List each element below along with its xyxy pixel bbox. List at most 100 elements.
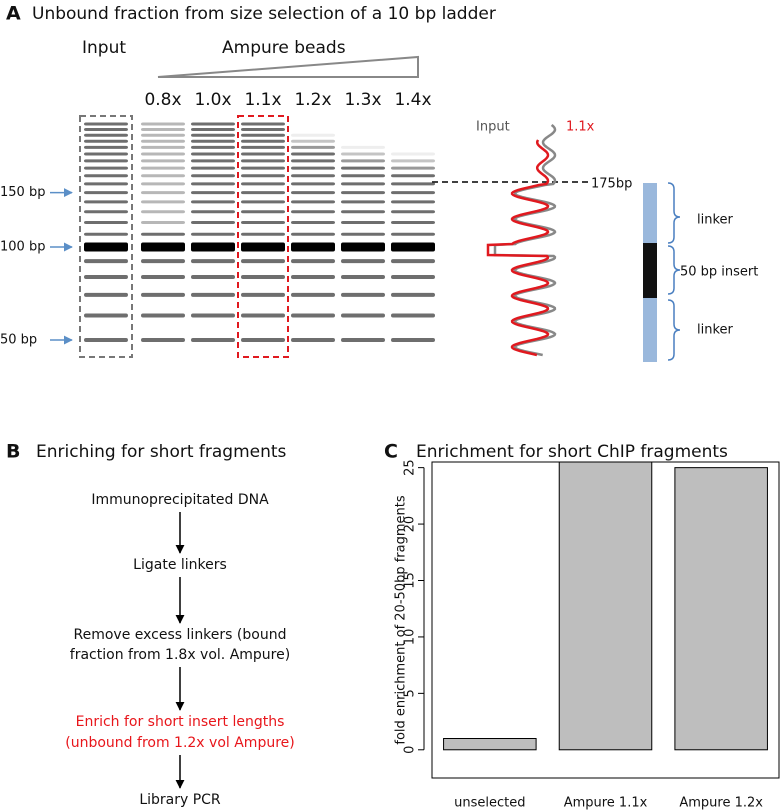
flow-step: fraction from 1.8x vol. Ampure) — [70, 647, 290, 663]
beads-label: Ampure beads — [222, 38, 346, 58]
gel-band — [291, 145, 335, 149]
gel-band — [84, 242, 128, 252]
gel-band — [341, 174, 385, 178]
gel-band — [191, 200, 235, 204]
panel-letter: C — [384, 441, 398, 463]
gel-band — [191, 145, 235, 149]
gel-band — [291, 166, 335, 170]
gel-band — [291, 182, 335, 186]
trace-label: Input — [476, 120, 510, 135]
gel-band — [84, 166, 128, 170]
gel-band — [141, 232, 185, 236]
gel-band — [141, 338, 185, 343]
gel-band — [241, 313, 285, 318]
gel-band — [341, 159, 385, 163]
gel-band — [241, 152, 285, 156]
gel-band — [141, 145, 185, 149]
gel-band — [241, 133, 285, 137]
gel-band — [84, 338, 128, 343]
gel-band — [84, 313, 128, 318]
input-box — [79, 115, 133, 358]
gel-band — [191, 210, 235, 214]
gel-band — [241, 128, 285, 132]
brace — [667, 299, 681, 361]
gel-band — [141, 122, 185, 126]
gel-band — [241, 182, 285, 186]
gel-band — [341, 274, 385, 279]
gel-band — [391, 166, 435, 170]
flow-step: Ligate linkers — [133, 557, 227, 573]
size-marker: 150 bp — [0, 185, 45, 200]
gel-band — [191, 242, 235, 252]
bar — [674, 467, 768, 751]
gel-band — [141, 242, 185, 252]
gel-band — [84, 259, 128, 264]
gel-band — [141, 152, 185, 156]
gel-band — [241, 122, 285, 126]
gel-band — [241, 159, 285, 163]
gel-band — [391, 338, 435, 343]
linker-segment — [643, 298, 657, 362]
gel-band — [191, 232, 235, 236]
gel-band — [291, 221, 335, 225]
gel-band — [191, 313, 235, 318]
gel-band — [84, 122, 128, 126]
trace-label: 1.1x — [566, 120, 595, 135]
gel-band — [291, 133, 335, 137]
gel-band — [241, 242, 285, 252]
y-tick-label: 0 — [403, 746, 418, 754]
gel-band — [291, 313, 335, 318]
panel-title: Enriching for short fragments — [36, 442, 287, 462]
size-marker: 50 bp — [0, 333, 37, 348]
gel-band — [391, 182, 435, 186]
lane-label: 1.0x — [194, 90, 231, 110]
gel-band — [84, 174, 128, 178]
gel-band — [391, 242, 435, 252]
gel-band — [191, 221, 235, 225]
gradient-triangle — [157, 55, 419, 78]
y-tick-label: 5 — [403, 689, 418, 697]
gel-band — [141, 221, 185, 225]
y-axis-label: fold enrichment of 20-50bp fragments — [394, 495, 409, 744]
gel-band — [291, 191, 335, 195]
gel-band — [141, 139, 185, 143]
gel-band — [141, 313, 185, 318]
lane-label: 0.8x — [144, 90, 181, 110]
gel-band — [391, 292, 435, 297]
segment-label: linker — [697, 323, 734, 338]
gel-band — [84, 274, 128, 279]
gel-band — [84, 133, 128, 137]
gel-band — [341, 166, 385, 170]
input-label: Input — [82, 38, 126, 58]
gel-band — [341, 152, 385, 156]
segment-label: 50 bp insert — [680, 265, 758, 280]
trace — [486, 139, 550, 357]
gel-band — [391, 274, 435, 279]
gel-band — [84, 139, 128, 143]
gel-band — [84, 200, 128, 204]
gel-band — [341, 313, 385, 318]
x-tick-label: Ampure 1.2x — [679, 796, 763, 811]
gel-band — [241, 166, 285, 170]
gel-band — [84, 145, 128, 149]
lane-label: 1.2x — [294, 90, 331, 110]
gel-band — [191, 292, 235, 297]
gel-band — [341, 145, 385, 149]
gel-band — [241, 338, 285, 343]
gel-band — [191, 182, 235, 186]
gel-band — [241, 174, 285, 178]
gel-band — [84, 152, 128, 156]
gel-band — [84, 182, 128, 186]
gel-band — [341, 242, 385, 252]
gel-band — [391, 200, 435, 204]
gel-band — [141, 166, 185, 170]
y-tick-label: 25 — [403, 459, 418, 476]
bar — [443, 738, 537, 751]
gel-band — [84, 221, 128, 225]
gel-band — [391, 174, 435, 178]
gel-band — [291, 139, 335, 143]
gel-band — [191, 259, 235, 264]
lane-label: 1.4x — [394, 90, 431, 110]
gel-band — [191, 133, 235, 137]
